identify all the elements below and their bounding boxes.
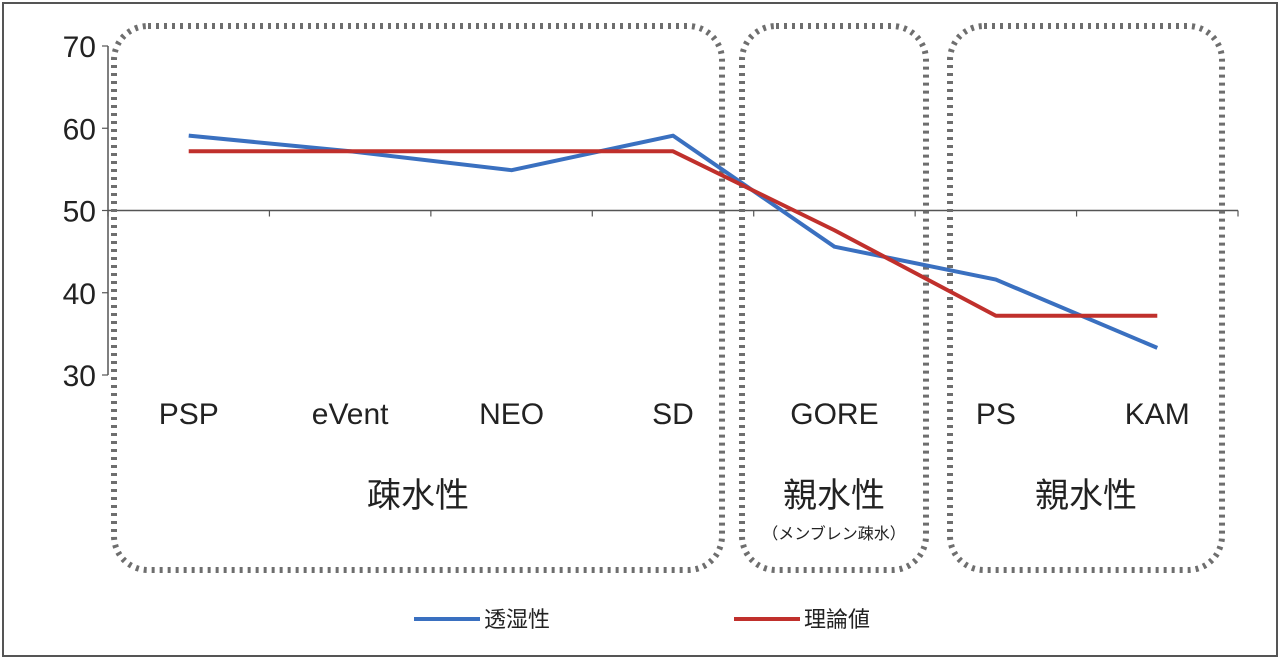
category-label: NEO [479, 398, 544, 431]
group-sublabel: （メンブレン疎水） [762, 524, 906, 543]
y-tick-label: 30 [63, 360, 96, 393]
labels: PSP eVent NEO SD GORE PS KAM 疎水性 親水性 （メンブレン疎水） 親水性 [159, 398, 1190, 543]
group-label: 親水性 [1035, 476, 1137, 516]
group-label: 疎水性 [367, 476, 469, 516]
category-label: eVent [312, 398, 389, 431]
category-label: SD [652, 398, 694, 431]
category-label: GORE [790, 398, 878, 431]
y-tick-label: 60 [63, 113, 96, 146]
group-label: 親水性 [783, 476, 885, 516]
legend: 透湿性 理論値 [414, 608, 870, 633]
category-label: PSP [159, 398, 219, 431]
y-tick-label: 50 [63, 196, 96, 229]
line-chart: 70 60 50 40 30 PSP eVent NEO SD GORE PS KAM 疎水性 親水性 （… [4, 4, 1280, 659]
series-lines [189, 136, 1158, 348]
y-tick-label: 40 [63, 278, 96, 311]
legend-label: 理論値 [804, 608, 870, 633]
series-line-2 [189, 151, 1158, 316]
legend-label: 透湿性 [484, 608, 550, 633]
category-label: PS [976, 398, 1016, 431]
y-tick-label: 70 [63, 31, 96, 64]
axes: 70 60 50 40 30 [63, 31, 1238, 393]
category-label: KAM [1125, 398, 1190, 431]
